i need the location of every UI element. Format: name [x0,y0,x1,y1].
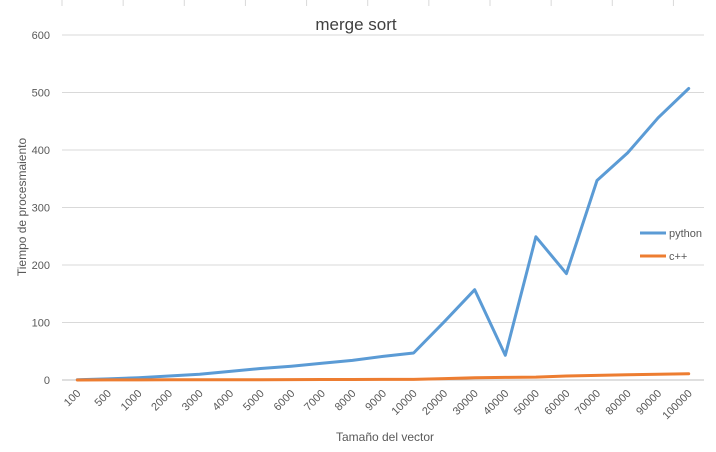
y-tick-label: 100 [32,318,50,330]
y-tick-label: 500 [32,88,50,100]
x-axis-tick-labels: 100 500 1000 2000 3000 4000 5000 6000 7000 8000 90… [62,388,695,422]
y-tick-label: 400 [32,145,50,157]
x-tick-label: 500 [93,388,114,409]
x-axis-title: Tamaño del vector [336,430,434,444]
x-tick-label: 3000 [180,388,206,414]
top-category-ticks [61,0,674,6]
y-tick-label: 0 [44,375,50,387]
x-tick-label: 100 [62,388,83,409]
x-tick-label: 10000 [390,388,420,418]
y-axis-title: Tiempo de procesmaiento [15,138,29,277]
x-tick-label: 6000 [272,388,298,414]
x-tick-label: 30000 [451,388,481,418]
x-tick-label: 1000 [119,388,145,414]
series-lines [75,87,691,382]
x-tick-label: 40000 [481,388,511,418]
y-axis-tick-labels: 0 100 200 300 400 500 600 [32,30,50,387]
x-tick-label: 60000 [542,388,572,418]
legend-label: c++ [669,251,687,263]
x-tick-label: 70000 [573,388,603,418]
chart-title: merge sort [315,15,397,34]
y-tick-label: 300 [32,203,50,215]
x-tick-label: 5000 [241,388,267,414]
y-tick-label: 600 [32,30,50,42]
x-tick-label: 2000 [149,388,175,414]
x-tick-label: 4000 [210,388,236,414]
x-tick-label: 100000 [660,388,694,422]
gridlines [62,34,704,381]
x-tick-label: 80000 [604,388,634,418]
x-tick-label: 20000 [420,388,450,418]
series-line-ccpp [75,372,691,382]
x-tick-label: 50000 [512,388,542,418]
x-tick-label: 9000 [363,388,389,414]
x-tick-label: 7000 [302,388,328,414]
legend-label: python [669,228,702,240]
series-line-python [75,87,691,382]
y-tick-label: 200 [32,260,50,272]
legend: python c++ [640,228,702,263]
x-tick-label: 8000 [333,388,359,414]
